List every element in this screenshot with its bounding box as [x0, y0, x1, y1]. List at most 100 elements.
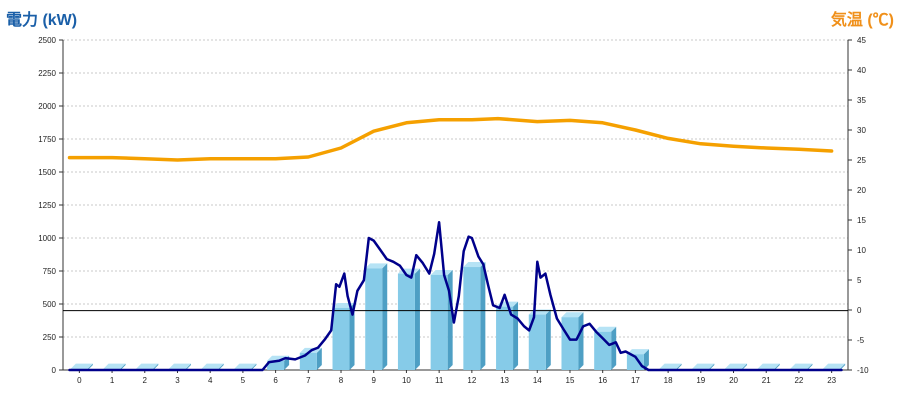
- bar-side: [185, 363, 191, 370]
- x-tick-label: 2: [143, 376, 148, 385]
- bar-top: [70, 363, 93, 369]
- bar-side: [676, 363, 682, 370]
- bar-top: [168, 363, 191, 369]
- bar-top: [659, 363, 682, 369]
- bar-side: [120, 363, 126, 370]
- left-tick-label: 750: [43, 267, 57, 276]
- bar: [561, 317, 579, 370]
- x-tick-label: 23: [827, 376, 836, 385]
- bar-side: [643, 349, 649, 370]
- bar-top: [594, 326, 617, 332]
- bar-side: [382, 263, 388, 370]
- left-tick-label: 1500: [38, 168, 56, 177]
- right-tick-label: 25: [857, 156, 866, 165]
- bar-side: [709, 363, 715, 370]
- x-tick-label: 6: [273, 376, 278, 385]
- bar-top: [692, 363, 715, 369]
- x-tick-label: 5: [241, 376, 246, 385]
- bar-top: [136, 363, 159, 369]
- bar-side: [545, 309, 551, 370]
- bar-side: [87, 363, 93, 370]
- x-tick-label: 20: [729, 376, 738, 385]
- bar: [332, 307, 350, 370]
- x-tick-label: 19: [696, 376, 705, 385]
- bar: [626, 354, 644, 370]
- bar-side: [316, 347, 322, 370]
- x-tick-label: 0: [77, 376, 82, 385]
- right-tick-label: 30: [857, 126, 866, 135]
- bar: [397, 273, 415, 370]
- bar-top: [561, 312, 584, 318]
- bar-side: [742, 363, 748, 370]
- right-tick-label: 15: [857, 216, 866, 225]
- bar-top: [365, 263, 388, 269]
- bar-side: [774, 363, 780, 370]
- bar-side: [840, 363, 846, 370]
- bar-top: [757, 363, 780, 369]
- right-tick-label: -5: [857, 336, 865, 345]
- right-tick-label: -10: [857, 366, 869, 375]
- bar-top: [823, 363, 846, 369]
- bar: [365, 268, 383, 370]
- left-tick-label: 2250: [38, 69, 56, 78]
- bar-top: [201, 363, 224, 369]
- bar-top: [626, 349, 649, 355]
- x-tick-label: 22: [794, 376, 803, 385]
- right-axis-label: 気温 (℃): [830, 12, 894, 29]
- power-line: [68, 220, 843, 372]
- bar: [267, 360, 285, 370]
- right-tick-label: 45: [857, 36, 866, 45]
- x-tick-label: 14: [533, 376, 542, 385]
- right-tick-label: 10: [857, 246, 866, 255]
- bar: [463, 267, 481, 370]
- bar-side: [480, 262, 486, 370]
- temperature-line: [67, 116, 834, 162]
- right-tick-label: 20: [857, 186, 866, 195]
- bar-side: [807, 363, 813, 370]
- x-tick-label: 21: [762, 376, 771, 385]
- bar: [496, 306, 514, 370]
- bar-side: [218, 363, 224, 370]
- x-tick-label: 8: [339, 376, 344, 385]
- bar: [528, 314, 546, 370]
- left-tick-label: 250: [43, 333, 57, 342]
- right-tick-label: 40: [857, 66, 866, 75]
- bar-top: [725, 363, 748, 369]
- right-tick-label: 5: [857, 276, 862, 285]
- bar-side: [578, 312, 584, 370]
- x-tick-label: 16: [598, 376, 607, 385]
- bar-side: [414, 268, 420, 370]
- bar-top: [790, 363, 813, 369]
- x-tick-label: 10: [402, 376, 411, 385]
- x-tick-label: 11: [435, 376, 444, 385]
- x-tick-label: 18: [664, 376, 673, 385]
- bar-side: [611, 326, 617, 370]
- left-tick-label: 2500: [38, 36, 56, 45]
- bar-side: [349, 302, 355, 370]
- x-tick-label: 12: [467, 376, 476, 385]
- bar-side: [153, 363, 159, 370]
- x-tick-label: 3: [175, 376, 180, 385]
- bar-top: [103, 363, 126, 369]
- x-tick-label: 13: [500, 376, 509, 385]
- x-tick-label: 17: [631, 376, 640, 385]
- bar-top: [463, 262, 486, 268]
- bar: [430, 274, 448, 370]
- x-tick-label: 4: [208, 376, 213, 385]
- bar-top: [234, 363, 257, 369]
- left-axis-label: 電力 (kW): [6, 12, 78, 29]
- left-tick-label: 1000: [38, 234, 56, 243]
- right-tick-label: 0: [857, 306, 862, 315]
- left-tick-label: 1250: [38, 201, 56, 210]
- left-tick-label: 0: [52, 366, 57, 375]
- right-tick-label: 35: [857, 96, 866, 105]
- bar-side: [251, 363, 257, 370]
- x-tick-label: 1: [110, 376, 115, 385]
- left-tick-label: 1750: [38, 135, 56, 144]
- x-tick-label: 7: [306, 376, 311, 385]
- x-tick-label: 9: [372, 376, 377, 385]
- bar-top: [430, 269, 453, 275]
- x-tick-label: 15: [566, 376, 575, 385]
- bar-side: [513, 301, 519, 370]
